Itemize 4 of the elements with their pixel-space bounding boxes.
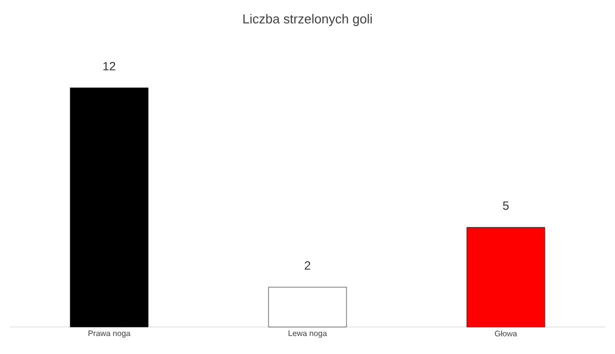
data-label: 5 [503,201,509,210]
data-label: 12 [103,62,116,70]
chart-title: Liczba strzelonych goli [243,14,372,26]
data-label: 2 [304,261,310,270]
